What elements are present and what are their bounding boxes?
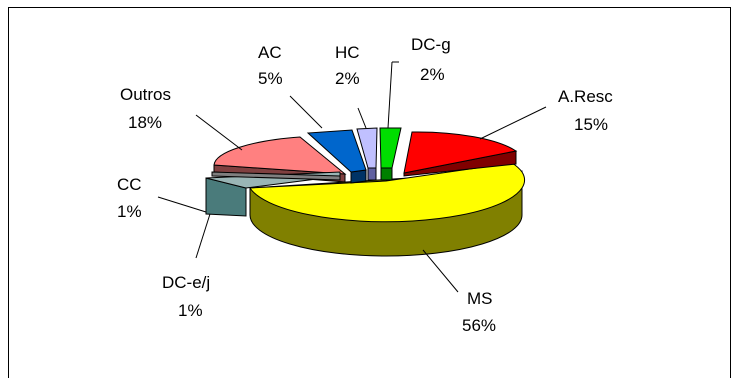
label-ms-name: MS [467, 289, 493, 308]
label-dcej-name: DC-e/j [162, 273, 210, 292]
leader-outros [195, 114, 243, 151]
slice-ms [249, 162, 526, 257]
slice-dcg-side [380, 167, 393, 181]
label-dcg-name: DC-g [411, 35, 451, 54]
leader-hc [357, 107, 367, 129]
leader-aresc [479, 106, 547, 140]
label-cc-pct: 1% [117, 202, 142, 221]
slice-hc-top [356, 127, 378, 169]
label-ac-pct: 5% [258, 69, 283, 88]
label-outros-name: Outros [120, 85, 171, 104]
slice-aresc-top [403, 131, 518, 174]
leader-cc [157, 196, 207, 213]
slice-ac-top [306, 129, 367, 173]
label-aresc-name: A.Resc [558, 87, 613, 106]
slice-hc [356, 127, 378, 181]
slice-aresc [403, 131, 518, 177]
leader-dcej [195, 213, 211, 259]
slice-dcej [211, 171, 341, 181]
label-dcej-pct: 1% [178, 301, 203, 320]
slice-dcg [379, 127, 402, 181]
leader-ac [289, 95, 323, 129]
slice-dcej-top [211, 171, 341, 181]
label-dcg-pct: 2% [420, 65, 445, 84]
label-aresc-pct: 15% [574, 115, 608, 134]
slice-ac [306, 129, 367, 184]
leader-dcg2 [387, 61, 393, 129]
label-ac-name: AC [258, 43, 282, 62]
label-hc-name: HC [335, 43, 360, 62]
slice-ms-top [249, 162, 526, 223]
label-hc-pct: 2% [335, 69, 360, 88]
label-ms-pct: 56% [462, 316, 496, 335]
leader-ms [422, 249, 459, 293]
label-cc-name: CC [117, 175, 142, 194]
label-outros-pct: 18% [128, 113, 162, 132]
slice-dcg-top [379, 127, 402, 169]
slice-hc-side [367, 167, 377, 181]
